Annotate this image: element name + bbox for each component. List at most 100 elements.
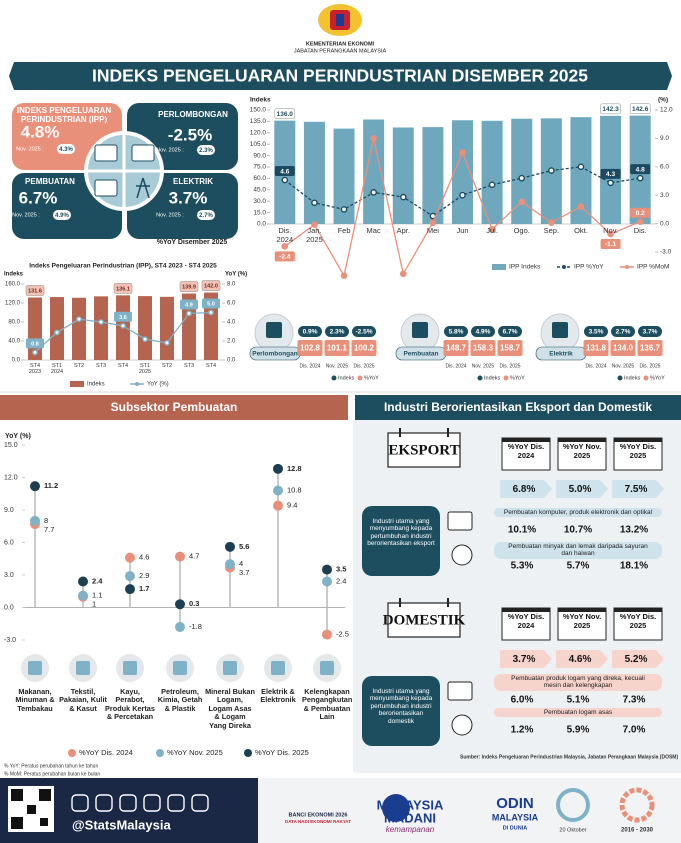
bar (50, 297, 64, 360)
sector-legend: %YoY (650, 375, 665, 381)
x-tick-label: ST2 (161, 363, 173, 369)
kpi-prev-pill (53, 210, 71, 220)
social-icon[interactable] (143, 794, 161, 812)
calendar (501, 437, 551, 471)
value-label: 12.8 (287, 464, 302, 473)
item-value: 10.7% (564, 525, 592, 536)
calendar (557, 607, 607, 641)
legend-swatch (503, 375, 509, 381)
section-header (0, 395, 348, 420)
item-label: Pembuatan logam asas (494, 708, 662, 718)
value-label: 9.4 (287, 501, 297, 510)
bar (72, 297, 86, 360)
category-icon (123, 661, 137, 675)
logo (556, 788, 590, 822)
calendar-top (614, 438, 662, 442)
kpi-note: %YoY Disember 2025 (157, 239, 228, 246)
social-icon[interactable] (119, 794, 137, 812)
section-title: Subsektor Pembuatan (111, 400, 238, 414)
x-tick-label: Jul. (486, 226, 498, 235)
value-label-box (630, 207, 651, 218)
globe-icon (552, 322, 568, 338)
point (636, 174, 644, 182)
value-label-box (114, 311, 132, 322)
logo-text: 2016 - 2030 (621, 828, 654, 834)
y-tick-label: 80.0 (8, 320, 20, 326)
kpi-prev-label: Nov. 2025 : (16, 146, 44, 152)
logo-text: ODIN (496, 795, 534, 812)
footnote: % MoM: Peratus perubahan bulan ke bulan (4, 771, 100, 777)
group-value: 4.6% (569, 654, 592, 665)
sector-index: 100.2 (354, 344, 375, 353)
value-label: 4.6 (280, 168, 289, 175)
footnote: % YoY: Peratus perubahan tahun ke tahun (4, 763, 98, 769)
item-value: 18.1% (620, 561, 648, 572)
kpi-prev-pill (57, 144, 75, 154)
index-box (583, 340, 609, 356)
sector-index: 101.1 (327, 344, 348, 353)
category-icon (320, 661, 334, 675)
calendar-top (502, 438, 550, 442)
y2-tick-label: 0.0 (660, 220, 669, 227)
legend-swatch (643, 375, 649, 381)
sector-legend: %YoY (364, 375, 379, 381)
category-icon (28, 661, 42, 675)
handle: @StatsMalaysia (72, 817, 171, 832)
social-icon[interactable] (167, 794, 185, 812)
point (340, 206, 348, 213)
x-tick-label: Tekstil, Pakaian, Kulit & Kasut (59, 687, 107, 713)
y2-tick-label: 8.0 (227, 282, 236, 288)
value-label-box (25, 285, 45, 296)
sector-yoy: 5.8% (449, 329, 464, 336)
point (311, 221, 318, 228)
logo-text: MADANI (384, 810, 436, 825)
sector-period: Dis. 2025 (639, 363, 660, 369)
qr-code (40, 818, 48, 826)
kpi-prev-label: Nov. 2025 : (156, 147, 184, 153)
point (370, 135, 377, 142)
department: JABATAN PERANGKAAN MALAYSIA (294, 48, 387, 54)
point (636, 218, 644, 226)
value-label-box (274, 108, 296, 119)
x-tick-label: ST1 2024 (50, 363, 64, 376)
value-label: 7.7 (44, 525, 54, 534)
kpi-label: INDEKS PENGELUARAN PERINDUSTRIAN (IPP) (16, 106, 112, 125)
logo-text: MALAYSIA (492, 812, 539, 822)
y2-tick-label: 9.0 (660, 135, 669, 142)
dot (30, 515, 40, 526)
group-name: EKSPORT (388, 442, 459, 458)
y2-tick-label: -3.0 (660, 249, 672, 256)
logo-text: 20 Oktober (559, 827, 586, 833)
yoy-pill (638, 326, 662, 337)
legend-swatch (492, 264, 506, 270)
point (577, 203, 585, 210)
sector-legend: Indeks (624, 375, 640, 381)
dot (78, 576, 88, 587)
y-axis-title: Indeks (250, 97, 271, 104)
x-tick-label: ST2 (73, 363, 85, 369)
bar (363, 119, 385, 224)
value-label: 136.0 (277, 111, 294, 118)
social-icon[interactable] (95, 794, 113, 812)
y-tick-label: 105.0 (250, 141, 267, 148)
sector-legend: %YoY (510, 375, 525, 381)
page-title: INDEKS PENGELUARAN PERINDUSTRIAN DISEMBE… (92, 66, 588, 86)
yoy-pill (611, 326, 635, 337)
dot (125, 571, 135, 582)
sector-yoy: 3.5% (589, 329, 604, 336)
qr-code (27, 805, 36, 814)
value-label-box (113, 283, 133, 294)
category-icon (76, 661, 90, 675)
value-label: 142.6 (632, 106, 649, 113)
x-tick-label: Mineral Bukan Logam, Logam Asas & Logam … (205, 687, 255, 730)
logo-text: kemampanan (386, 825, 435, 834)
social-icon[interactable] (191, 794, 209, 812)
social-icon[interactable] (71, 794, 89, 812)
icon (94, 179, 118, 197)
y-tick-label: 0.0 (12, 358, 21, 364)
item-value: 7.3% (623, 695, 646, 706)
kpi-label: ELEKTRIK (173, 177, 213, 186)
title-banner (9, 62, 672, 90)
dot (273, 463, 283, 474)
sector-yoy: 2.7% (616, 329, 631, 336)
